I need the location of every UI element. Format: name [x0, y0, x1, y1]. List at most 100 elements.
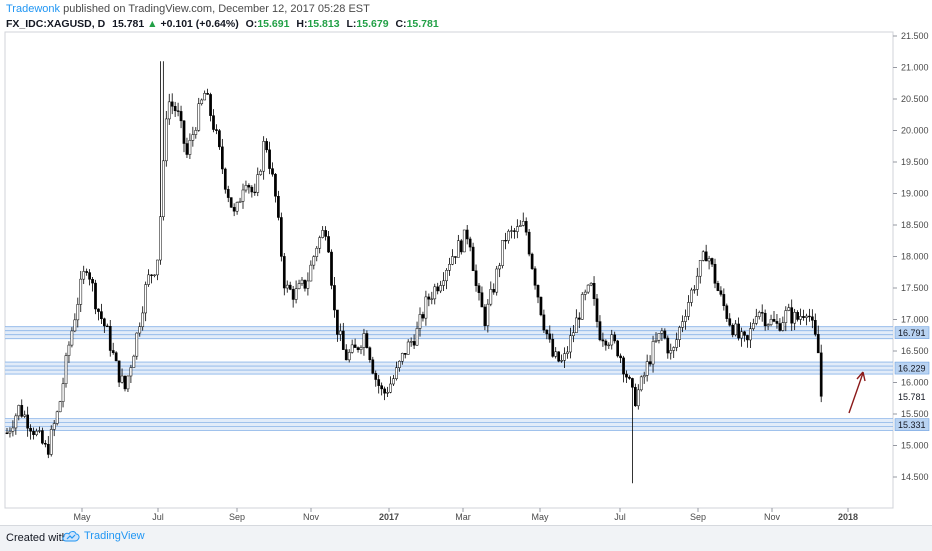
- candle-body-68: [206, 93, 209, 95]
- candle-body-103: [309, 264, 313, 282]
- candle-body-221: [657, 333, 661, 341]
- candle-body-188: [560, 360, 563, 362]
- candle-body-38: [117, 360, 121, 383]
- candle-body-202: [601, 339, 605, 342]
- last-price: 15.781: [112, 18, 145, 30]
- symbol-label[interactable]: FX_IDC:XAGUSD, D: [6, 18, 106, 30]
- candle-body-151: [451, 256, 454, 265]
- candle-body-268: [796, 312, 799, 320]
- low-label: L:: [346, 18, 357, 30]
- candle-body-118: [353, 344, 357, 348]
- candle-body-65: [197, 103, 201, 131]
- close-label: C:: [395, 18, 407, 30]
- arrow-head-icon: [856, 371, 866, 382]
- candle-body-228: [678, 327, 681, 340]
- candle-body-174: [518, 225, 522, 227]
- candle-body-184: [548, 333, 552, 340]
- y-tick-label-9: 17.000: [901, 315, 929, 325]
- candle-body-207: [616, 340, 619, 357]
- candle-body-175: [521, 221, 525, 226]
- candle-body-121: [362, 333, 366, 348]
- candle-body-168: [501, 239, 504, 266]
- candle-body-186: [554, 351, 558, 357]
- last-price-box: [895, 390, 929, 403]
- candle-body-134: [400, 353, 404, 362]
- candle-body-106: [318, 237, 322, 249]
- candle-body-7: [26, 414, 29, 429]
- x-tick-label-4: 2017: [379, 512, 399, 522]
- price-axis[interactable]: 21.500 21.000 20.500 20.000 19.500 19.000 18.5…: [893, 31, 929, 482]
- y-tick-label-5: 19.000: [901, 189, 929, 199]
- candle-body-176: [524, 221, 528, 233]
- candle-body-267: [793, 312, 796, 324]
- candle-body-47: [144, 284, 148, 314]
- author-link[interactable]: Tradewonk: [6, 3, 61, 15]
- symbol-ohlc-legend: FX_IDC:XAGUSD, D 15.781 ▲ +0.101 (+0.64%…: [6, 18, 439, 30]
- candle-body-59: [179, 111, 183, 122]
- candle-body-125: [374, 373, 378, 380]
- candle-body-126: [377, 379, 381, 386]
- candle-body-75: [226, 189, 230, 198]
- candle-body-196: [583, 291, 587, 295]
- time-axis[interactable]: May Jul Sep Nov 2017 Mar May Jul Sep Nov 2018: [73, 508, 858, 522]
- candle-body-67: [203, 93, 207, 101]
- tradingview-link[interactable]: TradingView: [62, 530, 145, 542]
- candle-body-98: [294, 288, 298, 300]
- candle-body-85: [256, 174, 260, 193]
- candle-body-22: [70, 330, 74, 346]
- open-label: O:: [245, 18, 258, 30]
- candle-body-260: [772, 319, 776, 322]
- x-tick-label-9: Nov: [764, 512, 781, 522]
- candle-body-123: [368, 347, 372, 361]
- candle-body-276: [819, 352, 823, 397]
- change-up-icon: ▲: [147, 18, 158, 30]
- candle-body-254: [754, 316, 758, 324]
- up-arrow-annotation: [848, 371, 866, 414]
- candle-body-214: [636, 389, 640, 407]
- candle-body-97: [291, 289, 295, 300]
- candle-body-257: [763, 312, 767, 327]
- level-label-box-2: [894, 418, 930, 431]
- x-tick-label-3: Nov: [303, 512, 320, 522]
- candle-body-192: [572, 332, 575, 336]
- candle-body-54: [164, 118, 168, 162]
- candle-body-31: [97, 308, 100, 312]
- candle-body-27: [85, 271, 89, 273]
- candle-body-195: [580, 294, 584, 320]
- candle-body-119: [356, 347, 360, 350]
- candle-body-49: [150, 274, 153, 276]
- x-tick-label-0: May: [73, 512, 91, 522]
- candle-body-2: [11, 427, 15, 432]
- candle-body-273: [811, 316, 814, 321]
- candle-body-187: [557, 351, 560, 362]
- candle-body-84: [253, 191, 257, 194]
- candle-body-39: [120, 375, 124, 383]
- candle-body-248: [737, 323, 740, 339]
- candle-body-269: [799, 316, 802, 320]
- candle-body-57: [173, 106, 177, 112]
- high-label: H:: [296, 18, 308, 30]
- price-chart[interactable]: 21.500 21.000 20.500 20.000 19.500 19.000 18.5…: [0, 0, 932, 525]
- candle-body-270: [802, 316, 805, 318]
- candle-body-10: [35, 430, 38, 435]
- level-zone-2: [5, 418, 893, 431]
- candle-body-266: [790, 307, 794, 324]
- x-tick-label-1: Jul: [152, 512, 164, 522]
- candle-body-265: [787, 307, 791, 311]
- candle-body-45: [138, 326, 142, 334]
- candle-body-181: [539, 296, 543, 316]
- candle-body-213: [634, 387, 637, 407]
- candle-body-28: [88, 272, 91, 280]
- candle-body-183: [545, 329, 549, 335]
- candle-body-83: [250, 186, 254, 193]
- candle-body-275: [816, 334, 820, 354]
- candle-body-241: [716, 283, 720, 291]
- candle-body-155: [462, 229, 466, 253]
- candle-body-271: [805, 315, 808, 318]
- candle-body-218: [648, 361, 652, 365]
- candle-body-203: [604, 340, 608, 346]
- candle-body-240: [713, 263, 717, 284]
- candle-body-105: [315, 247, 319, 257]
- candle-body-170: [507, 230, 510, 241]
- candlestick-series: [5, 61, 823, 484]
